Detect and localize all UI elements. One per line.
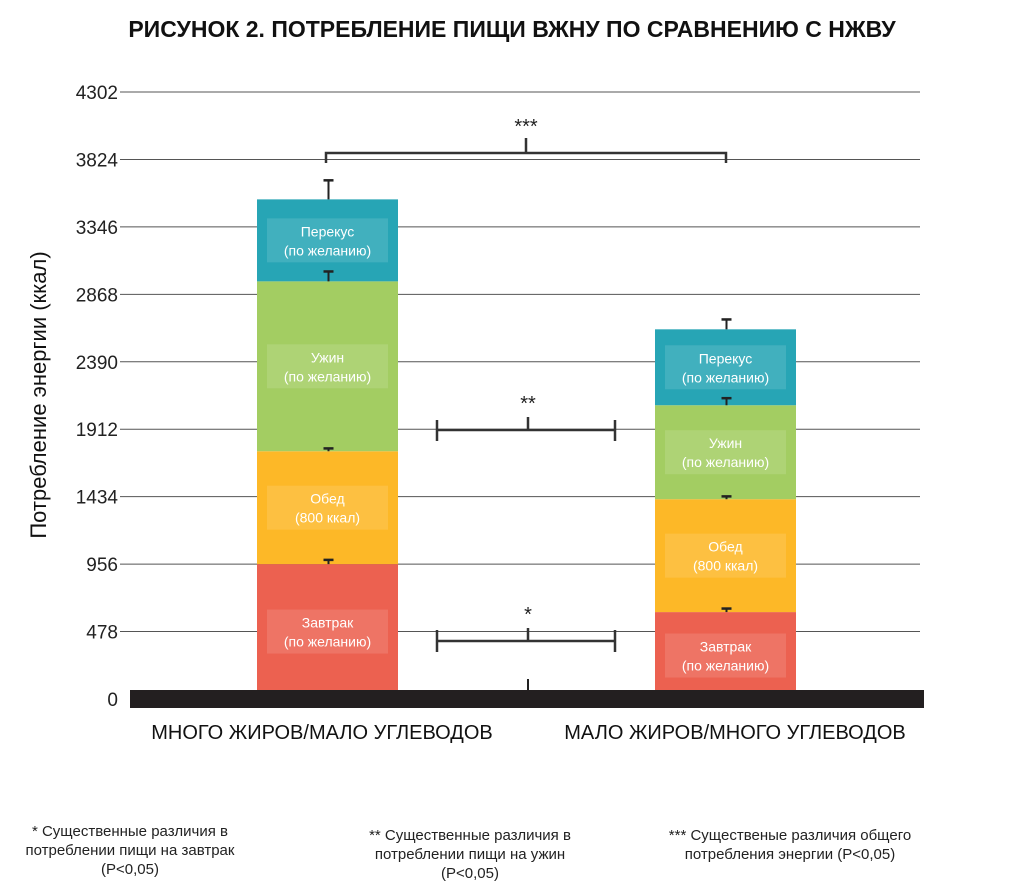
bar-segment-Завтрак	[655, 612, 796, 699]
y-tick-label: 1912	[76, 420, 118, 441]
footnote-line: потребления энергии (P<0,05)	[684, 846, 896, 863]
bar-label: Перекус	[301, 223, 355, 239]
footnote-3: *** Существеные различия общего потребле…	[640, 826, 940, 864]
y-tick-label: 2868	[76, 285, 118, 306]
y-tick-label: 0	[107, 690, 118, 711]
y-tick-label: 3346	[76, 218, 118, 239]
chart-title: РИСУНОК 2. ПОТРЕБЛЕНИЕ ПИЩИ ВЖНУ ПО СРАВ…	[128, 16, 896, 42]
bar-segment-Перекус	[257, 199, 398, 282]
footnote-line: ** Существенные различия в	[369, 827, 571, 844]
x-category-label: МНОГО ЖИРОВ/МАЛО УГЛЕВОДОВ	[151, 722, 492, 744]
bar-label: Обед	[708, 539, 742, 555]
footnote-line: (P<0,05)	[101, 861, 159, 878]
bar-label: Обед	[310, 491, 344, 507]
bar-label: (800 ккал)	[693, 558, 758, 574]
footnote-line: потреблении пищи на ужин	[374, 846, 566, 863]
bar-segment-Обед	[257, 451, 398, 565]
significance-bracket-breakfast	[435, 628, 617, 652]
footnote-line: * Существенные различия в	[31, 823, 229, 840]
footnote-2: ** Существенные различия в потреблении п…	[335, 826, 605, 883]
bar-label: Перекус	[699, 350, 753, 366]
bar-label: (по желанию)	[284, 634, 371, 650]
significance-stars: **	[520, 393, 536, 415]
bar-segment-Перекус	[655, 329, 796, 406]
x-axis-baseline	[130, 690, 924, 708]
significance-stars: *	[524, 604, 532, 626]
bar-label: Завтрак	[700, 639, 752, 655]
bar-label: (по желанию)	[284, 242, 371, 258]
y-tick-label: 956	[86, 555, 118, 576]
bar-label: (по желанию)	[682, 369, 769, 385]
y-tick-label: 2390	[76, 353, 118, 374]
footnote-line: *** Существеные различия общего	[668, 827, 912, 844]
bar-label-box	[267, 218, 388, 263]
bar-label: (800 ккал)	[295, 510, 360, 526]
significance-stars: ***	[514, 116, 538, 138]
bar-label-box	[665, 430, 786, 475]
y-tick-label: 1434	[76, 488, 119, 509]
bar-segment-Ужин	[257, 281, 398, 452]
bar-label: (по желанию)	[284, 368, 371, 384]
bar-label-box	[665, 533, 786, 578]
bar-label: Ужин	[311, 349, 344, 365]
bar-label-box	[267, 609, 388, 654]
bar-label-box	[665, 345, 786, 390]
y-tick-label: 3824	[76, 150, 119, 171]
y-axis-label: Потребление энергии (ккал)	[26, 251, 51, 538]
significance-bracket-total	[324, 138, 728, 163]
y-tick-label: 4302	[76, 83, 118, 104]
y-tick-label: 478	[86, 623, 118, 644]
bar-segment-Завтрак	[257, 564, 398, 699]
footnote-line: потреблении пищи на завтрак	[25, 842, 235, 859]
bar-label-box	[267, 344, 388, 389]
significance-bracket-dinner	[435, 417, 617, 441]
bar-label: Ужин	[709, 435, 742, 451]
bar-label-box	[665, 633, 786, 678]
footnote-1: * Существенные различия в потреблении пи…	[5, 822, 255, 879]
bar-label-box	[267, 485, 388, 530]
bar-segment-Ужин	[655, 405, 796, 500]
bar-label: Завтрак	[302, 615, 354, 631]
bar-segment-Обед	[655, 499, 796, 613]
bar-label: (по желанию)	[682, 454, 769, 470]
x-category-label: МАЛО ЖИРОВ/МНОГО УГЛЕВОДОВ	[564, 722, 905, 744]
bar-label: (по желанию)	[682, 658, 769, 674]
footnote-line: (P<0,05)	[441, 865, 499, 882]
